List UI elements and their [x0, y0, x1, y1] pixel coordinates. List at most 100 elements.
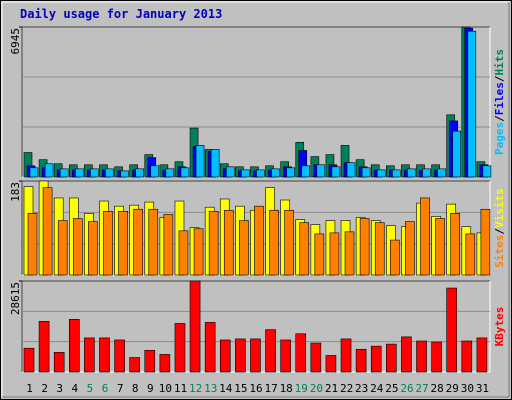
x-tick-label: 20 — [310, 382, 323, 395]
y-tick-label: 28615 — [9, 282, 22, 315]
bar — [103, 211, 113, 276]
bar — [27, 213, 38, 276]
bar — [165, 168, 175, 178]
bar — [450, 213, 461, 276]
x-tick-label: 29 — [446, 382, 459, 395]
x-tick-label: 10 — [159, 382, 172, 395]
bar — [452, 130, 462, 178]
y-tick-label: 183 — [9, 182, 22, 202]
legend-entry: Pages — [493, 122, 506, 155]
x-tick-label: 18 — [280, 382, 293, 395]
bar — [370, 345, 382, 373]
bar — [480, 208, 491, 276]
bar — [178, 230, 189, 276]
bar — [72, 218, 83, 276]
x-tick-label: 24 — [370, 382, 384, 395]
legend-entry: Hits — [493, 49, 506, 76]
bar — [437, 168, 446, 178]
bar — [210, 149, 220, 178]
bar — [88, 221, 98, 276]
x-tick-label: 3 — [56, 382, 63, 395]
bar — [405, 221, 415, 276]
bar — [420, 197, 430, 276]
legend-entry: Sites — [493, 235, 506, 268]
bar — [118, 211, 128, 276]
bar — [344, 231, 355, 276]
bar — [219, 339, 231, 373]
bar — [150, 165, 160, 178]
bar — [376, 169, 386, 178]
bar — [189, 280, 201, 373]
legend-entry: Visits — [493, 188, 506, 228]
bar — [329, 232, 340, 276]
bar — [204, 322, 216, 373]
bar — [59, 168, 69, 178]
bar — [114, 339, 125, 373]
bar — [135, 168, 144, 178]
x-tick-label: 17 — [264, 382, 277, 395]
bar — [390, 239, 400, 276]
x-tick-label: 5 — [87, 382, 94, 395]
x-tick-label: 13 — [204, 382, 217, 395]
bar — [386, 343, 397, 373]
x-tick-label: 14 — [219, 382, 233, 395]
bar — [250, 338, 261, 373]
bar — [310, 342, 322, 373]
x-tick-label: 9 — [147, 382, 154, 395]
bar — [461, 340, 473, 373]
bar — [284, 209, 294, 276]
x-tick-label: 6 — [102, 382, 109, 395]
x-tick-label: 19 — [295, 382, 308, 395]
bar — [235, 338, 246, 373]
legend: Pages/Files/Hits — [493, 49, 506, 155]
legend-separator: / — [493, 115, 506, 122]
x-tick-label: 23 — [355, 382, 368, 395]
bar — [254, 205, 264, 276]
bar — [105, 168, 114, 178]
bar — [120, 170, 129, 178]
bar — [316, 164, 326, 178]
bar — [159, 354, 171, 373]
x-tick-label: 21 — [325, 382, 338, 395]
bar — [340, 338, 352, 373]
x-tick-label: 22 — [340, 382, 353, 395]
bar — [446, 287, 458, 373]
bar — [359, 218, 370, 276]
chart-title: Daily usage for January 2013 — [20, 7, 222, 21]
bar — [269, 209, 279, 276]
bar — [374, 222, 385, 276]
bar — [174, 323, 186, 373]
x-tick-label: 8 — [132, 382, 139, 395]
bar — [239, 220, 249, 276]
bar — [74, 168, 84, 178]
bar — [401, 336, 412, 373]
bar — [133, 208, 143, 276]
plot-area — [22, 27, 490, 177]
bar — [129, 357, 140, 373]
bar — [68, 318, 80, 373]
bar — [299, 222, 310, 276]
bar — [467, 30, 477, 178]
bar — [280, 339, 291, 373]
bar — [265, 329, 276, 373]
bar — [301, 165, 311, 178]
bar — [29, 167, 39, 178]
legend-separator: / — [493, 228, 506, 235]
bar — [476, 337, 488, 373]
bar — [42, 187, 53, 276]
x-tick-label: 30 — [461, 382, 474, 395]
bar — [99, 337, 110, 373]
legend-separator: / — [493, 75, 506, 82]
bar — [271, 168, 280, 178]
legend-entry: Files — [493, 82, 506, 115]
x-tick-label: 27 — [415, 382, 428, 395]
bar — [241, 169, 250, 178]
bar — [23, 347, 35, 373]
bar — [331, 166, 341, 178]
bar — [84, 337, 95, 373]
bar — [314, 233, 325, 276]
x-tick-label: 7 — [117, 382, 124, 395]
bar — [422, 168, 431, 178]
x-tick-label: 26 — [400, 382, 413, 395]
